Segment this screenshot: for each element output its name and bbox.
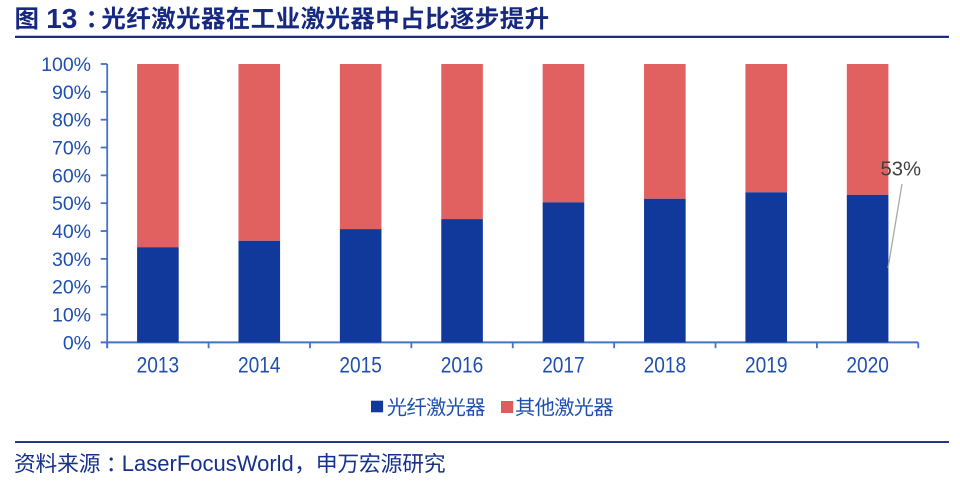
svg-text:13: 13 — [46, 3, 77, 34]
svg-text:2019: 2019 — [745, 353, 788, 378]
svg-text:10%: 10% — [52, 305, 91, 327]
svg-text:2014: 2014 — [238, 353, 281, 378]
svg-text:20%: 20% — [52, 277, 91, 299]
svg-text:30%: 30% — [52, 249, 91, 271]
svg-text:100%: 100% — [41, 54, 91, 76]
svg-text:2018: 2018 — [644, 353, 687, 378]
svg-text:40%: 40% — [52, 221, 91, 243]
svg-text:2013: 2013 — [137, 353, 180, 378]
svg-text:2020: 2020 — [846, 353, 889, 378]
svg-text:50%: 50% — [52, 193, 91, 215]
svg-text:2017: 2017 — [542, 353, 585, 378]
svg-text:60%: 60% — [52, 165, 91, 187]
svg-text:70%: 70% — [52, 138, 91, 160]
svg-text:2015: 2015 — [339, 353, 382, 378]
svg-text:80%: 80% — [52, 110, 91, 132]
svg-text:53%: 53% — [881, 158, 922, 180]
svg-text:0%: 0% — [63, 332, 91, 354]
svg-text:LaserFocusWorld: LaserFocusWorld — [122, 451, 294, 476]
svg-text:90%: 90% — [52, 82, 91, 104]
svg-text:2016: 2016 — [441, 353, 484, 378]
